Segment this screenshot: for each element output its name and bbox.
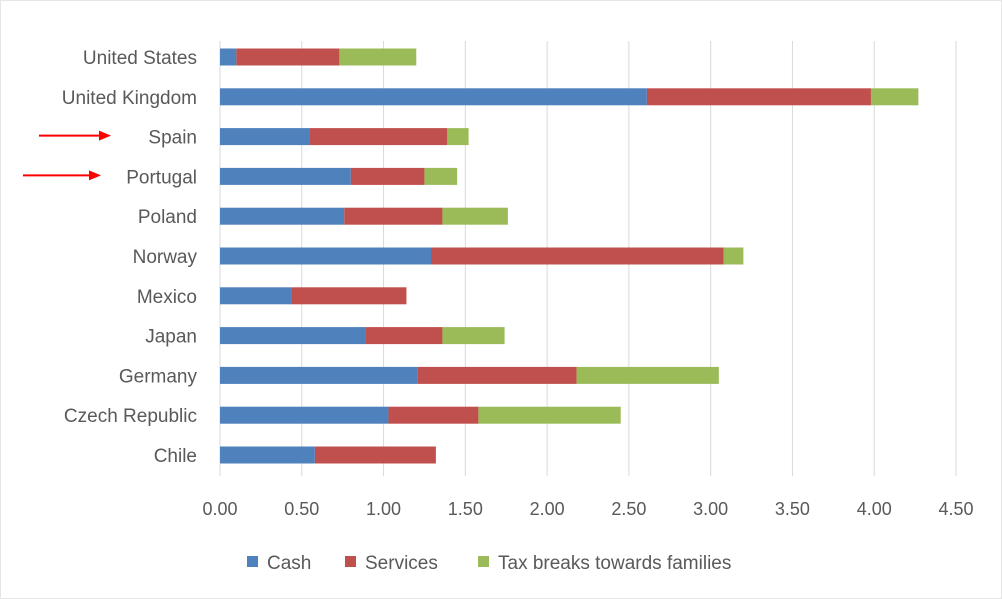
bar-tax-breaks-towards-families bbox=[424, 167, 458, 185]
category-label: Chile bbox=[154, 446, 197, 467]
bar-services bbox=[646, 88, 871, 106]
category-label: Spain bbox=[148, 128, 197, 149]
bar-services bbox=[417, 366, 577, 384]
bar-cash bbox=[220, 446, 315, 464]
x-tick-label: 0.00 bbox=[202, 499, 237, 519]
category-label: Mexico bbox=[137, 287, 197, 308]
legend-swatch bbox=[478, 556, 489, 567]
bar-cash bbox=[220, 207, 345, 225]
bar-cash bbox=[220, 48, 237, 66]
red-arrow-icon bbox=[99, 130, 111, 141]
category-label: United States bbox=[83, 48, 197, 69]
bar-tax-breaks-towards-families bbox=[442, 207, 508, 225]
x-tick-label: 1.50 bbox=[448, 499, 483, 519]
bar-cash bbox=[220, 167, 351, 185]
bar-tax-breaks-towards-families bbox=[478, 406, 621, 424]
x-tick-label: 4.50 bbox=[938, 499, 973, 519]
bars bbox=[220, 48, 919, 464]
bar-services bbox=[430, 247, 724, 265]
x-tick-label: 0.50 bbox=[284, 499, 319, 519]
bar-cash bbox=[220, 128, 310, 146]
legend-swatch bbox=[345, 556, 356, 567]
annotation-arrows bbox=[23, 130, 111, 181]
bar-services bbox=[365, 327, 443, 345]
red-arrow-icon bbox=[89, 170, 101, 181]
x-tick-label: 2.00 bbox=[530, 499, 565, 519]
bar-tax-breaks-towards-families bbox=[870, 88, 919, 106]
legend-label: Tax breaks towards families bbox=[498, 553, 731, 574]
bar-services bbox=[344, 207, 443, 225]
category-label: Japan bbox=[145, 327, 197, 348]
category-label: Norway bbox=[133, 247, 198, 268]
category-labels: United States United Kingdom Spain Portugal… bbox=[62, 48, 198, 467]
bar-tax-breaks-towards-families bbox=[576, 366, 719, 384]
bar-cash bbox=[220, 327, 366, 345]
legend-label: Cash bbox=[267, 553, 311, 574]
bar-cash bbox=[220, 247, 431, 265]
bar-cash bbox=[220, 88, 647, 106]
bar-cash bbox=[220, 366, 418, 384]
bar-services bbox=[388, 406, 479, 424]
category-label: Portugal bbox=[126, 167, 197, 188]
bar-tax-breaks-towards-families bbox=[723, 247, 744, 265]
bar-services bbox=[236, 48, 340, 66]
x-tick-label: 3.50 bbox=[775, 499, 810, 519]
bar-services bbox=[291, 287, 407, 305]
bar-services bbox=[309, 128, 448, 146]
bar-cash bbox=[220, 406, 389, 424]
x-tick-label: 3.00 bbox=[693, 499, 728, 519]
category-label: Poland bbox=[138, 207, 197, 228]
bar-tax-breaks-towards-families bbox=[339, 48, 417, 66]
category-label: Germany bbox=[119, 366, 198, 387]
legend-label: Services bbox=[365, 553, 438, 574]
bar-tax-breaks-towards-families bbox=[447, 128, 469, 146]
bar-cash bbox=[220, 287, 292, 305]
x-tick-label: 1.00 bbox=[366, 499, 401, 519]
bar-tax-breaks-towards-families bbox=[442, 327, 505, 345]
category-label: United Kingdom bbox=[62, 88, 197, 109]
x-axis-ticks: 0.00 0.50 1.00 1.50 2.00 2.50 3.00 3.50 4.00 4.50 bbox=[202, 499, 973, 519]
bar-services bbox=[350, 167, 425, 185]
x-tick-label: 2.50 bbox=[611, 499, 646, 519]
category-label: Czech Republic bbox=[64, 406, 197, 427]
legend-swatch bbox=[247, 556, 258, 567]
x-tick-label: 4.00 bbox=[857, 499, 892, 519]
legend: Cash Services Tax breaks towards families bbox=[247, 553, 731, 574]
bar-services bbox=[314, 446, 436, 464]
